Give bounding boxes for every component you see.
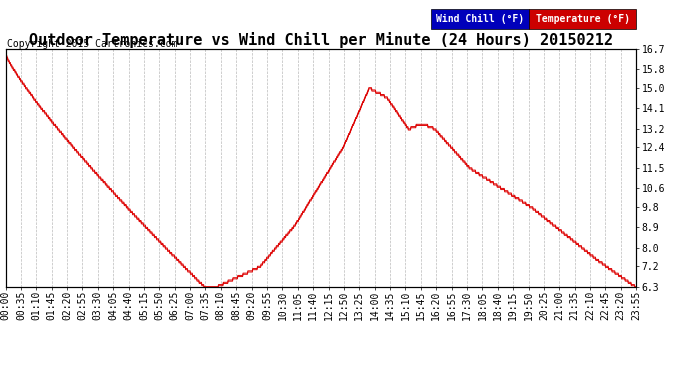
Text: Temperature (°F): Temperature (°F): [535, 14, 630, 24]
Text: Copyright 2015 Cartronics.com: Copyright 2015 Cartronics.com: [7, 39, 177, 49]
Title: Outdoor Temperature vs Wind Chill per Minute (24 Hours) 20150212: Outdoor Temperature vs Wind Chill per Mi…: [29, 32, 613, 48]
Text: Wind Chill (°F): Wind Chill (°F): [436, 14, 524, 24]
